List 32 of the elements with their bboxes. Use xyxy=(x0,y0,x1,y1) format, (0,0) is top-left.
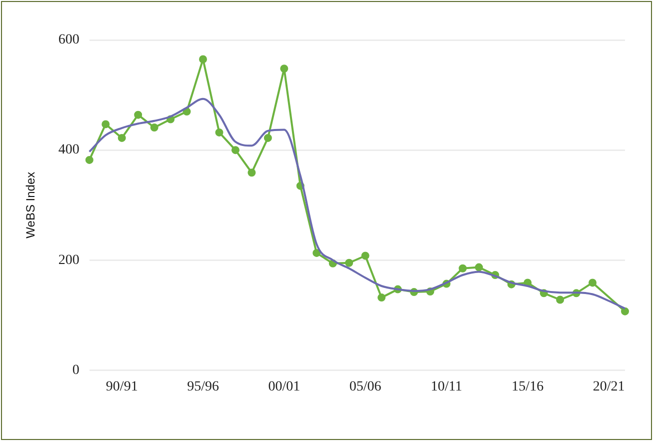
point xyxy=(215,128,224,136)
y-tick-label: 200 xyxy=(58,252,80,268)
point xyxy=(378,294,386,302)
point xyxy=(588,278,597,287)
x-tick-label: 15/16 xyxy=(512,379,544,394)
point xyxy=(556,296,564,304)
point xyxy=(248,168,256,177)
point xyxy=(621,307,629,316)
y-axis-title: WeBS Index xyxy=(24,172,38,238)
point xyxy=(361,252,370,260)
point xyxy=(345,258,354,267)
y-tick-label: 400 xyxy=(58,142,80,158)
point xyxy=(458,264,467,272)
y-tick-label: 0 xyxy=(72,362,80,378)
y-tick-label: 600 xyxy=(58,32,80,48)
x-tick-label: 95/96 xyxy=(187,379,219,394)
point xyxy=(118,134,126,142)
x-tick-label: 00/01 xyxy=(268,379,300,394)
point xyxy=(264,134,272,142)
point xyxy=(199,55,208,64)
x-tick-label: 20/21 xyxy=(592,379,625,394)
point xyxy=(312,248,321,257)
point xyxy=(280,64,288,73)
point xyxy=(102,120,110,128)
point xyxy=(150,124,158,132)
x-tick-label: 90/91 xyxy=(106,379,138,394)
point xyxy=(134,110,142,119)
point xyxy=(85,156,94,164)
x-tick-label: 10/11 xyxy=(430,379,462,394)
x-tick-label: 05/06 xyxy=(349,379,382,394)
point xyxy=(231,146,240,154)
point xyxy=(474,263,483,272)
